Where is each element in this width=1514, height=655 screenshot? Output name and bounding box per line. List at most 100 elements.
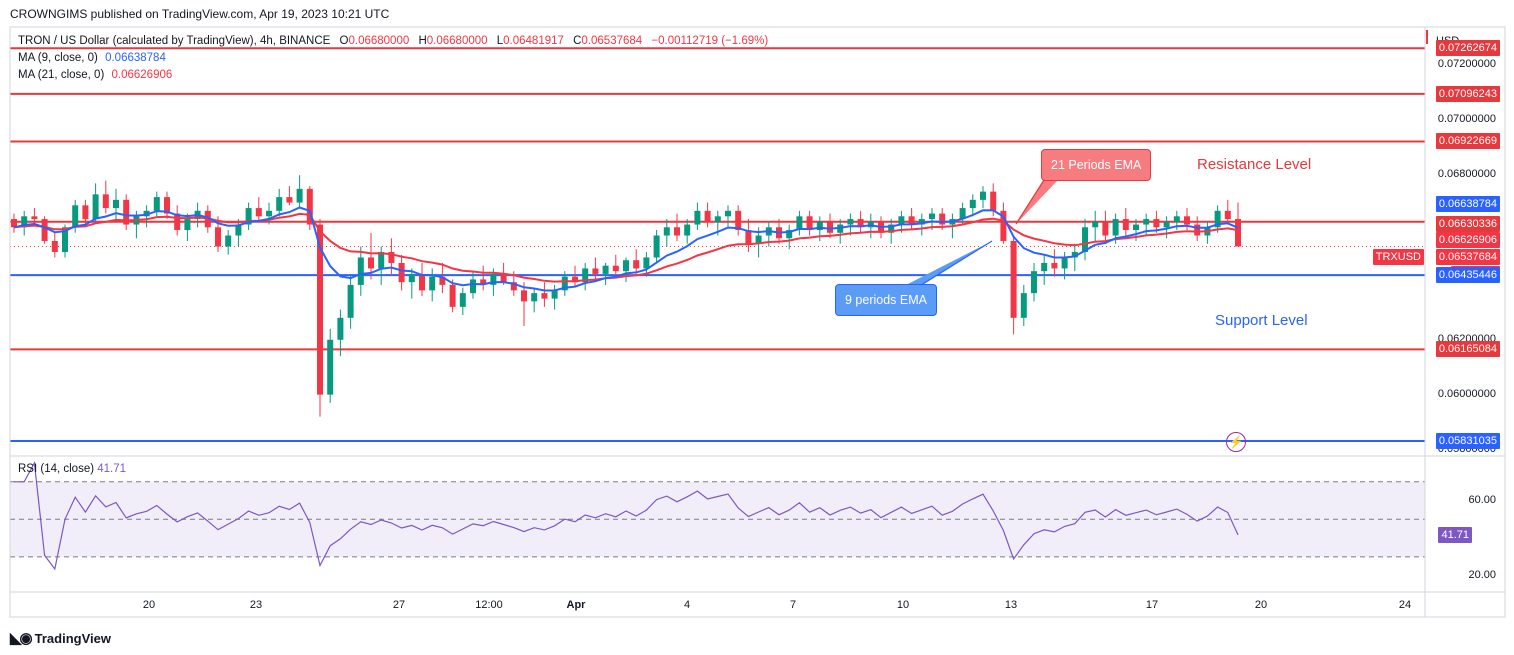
candle-body: [612, 265, 619, 272]
candle-body: [1010, 241, 1017, 318]
level-price-label: 0.05831035: [1435, 432, 1500, 449]
ma21-value: 0.06626906: [111, 69, 173, 81]
published-header: CROWNGIMS published on TradingView.com, …: [10, 7, 390, 21]
candle-body: [92, 194, 99, 220]
candle-body: [235, 224, 242, 236]
candle-body: [888, 224, 895, 233]
candle-body: [184, 219, 191, 231]
support-level-label: Support Level: [1215, 312, 1308, 329]
candle-body: [1000, 210, 1007, 241]
candle-body: [153, 197, 160, 211]
ema9-pointer: [902, 240, 993, 288]
candle-body: [41, 219, 48, 241]
candle-body: [510, 282, 517, 291]
candle-body: [990, 191, 997, 211]
candle-body: [1071, 251, 1078, 258]
candle-body: [561, 276, 568, 291]
candle-body: [164, 197, 170, 214]
ma21-price-label: 0.06626906: [1435, 231, 1500, 248]
y-tick-label: 0.06000000: [1437, 387, 1496, 400]
candle-body: [123, 199, 130, 225]
candle-body: [296, 188, 303, 203]
candle-body: [1235, 219, 1241, 247]
rsi-tick-label: 60.00: [1468, 493, 1496, 506]
candle-body: [1194, 224, 1201, 236]
open-label: O: [339, 35, 349, 47]
candle-body: [898, 216, 905, 225]
candle-body: [500, 273, 507, 283]
high-label: H: [418, 35, 427, 47]
candle-body: [470, 279, 476, 294]
symbol-title: TRON / US Dollar (calculated by TradingV…: [18, 35, 331, 47]
candle-body: [449, 284, 456, 307]
candle-body: [327, 339, 334, 395]
candle-body: [62, 227, 68, 252]
level-price-label: 0.06630336: [1435, 215, 1500, 232]
candle-body: [1092, 221, 1099, 228]
candle-body: [918, 219, 925, 225]
x-tick-label: 27: [392, 599, 406, 611]
candle-body: [306, 188, 313, 225]
x-tick-label: 23: [249, 599, 263, 611]
tv-logo-icon: ◣◉: [10, 630, 33, 647]
tv-brand-text: TradingView: [34, 630, 111, 646]
ema21-callout: 21 Periods EMA: [1041, 149, 1152, 181]
rsi-legend[interactable]: RSI (14, close) 41.71: [18, 463, 126, 475]
candle-body: [1082, 227, 1088, 252]
x-tick-label: 12:00: [475, 599, 503, 611]
candle-body: [1122, 219, 1129, 231]
ma9-legend[interactable]: MA (9, close, 0) 0.06638784: [18, 52, 166, 64]
candle-body: [755, 235, 762, 244]
candle-body: [21, 216, 28, 228]
level-price-label: 0.06165084: [1435, 341, 1500, 358]
ma21-line: [13, 212, 1239, 283]
ma9-label: MA (9, close, 0): [18, 52, 98, 64]
candle-body: [490, 273, 497, 285]
candle-body: [806, 216, 813, 231]
candle-body: [1173, 216, 1180, 222]
x-tick-label: 17: [1145, 599, 1159, 611]
candle-body: [215, 227, 221, 247]
candle-body: [847, 219, 854, 225]
y-tick-label: 0.06800000: [1437, 168, 1496, 181]
last-price-label: 0.06537684: [1435, 249, 1500, 266]
candle-body: [113, 199, 119, 209]
candle-body: [735, 210, 742, 231]
candle-body: [674, 227, 680, 236]
candle-body: [694, 210, 701, 225]
candle-body: [480, 279, 487, 285]
candle-body: [908, 216, 915, 225]
candle-body: [714, 216, 721, 222]
candle-body: [1051, 262, 1058, 269]
ma21-legend[interactable]: MA (21, close, 0) 0.06626906: [18, 69, 172, 81]
candle-body: [643, 257, 650, 269]
rsi-label: RSI (14, close): [18, 463, 95, 475]
ma9-price-label: 0.06638784: [1435, 196, 1500, 213]
level-price-label: 0.07096243: [1435, 85, 1500, 102]
candle-body: [255, 208, 262, 217]
candle-body: [969, 199, 976, 209]
candle-body: [1184, 216, 1190, 225]
candle-body: [592, 268, 599, 274]
candle-body: [11, 219, 17, 228]
candle-body: [378, 251, 385, 269]
tradingview-logo[interactable]: ◣◉ TradingView: [10, 629, 111, 647]
ema21-pointer: [1015, 179, 1058, 225]
candle-body: [1041, 262, 1048, 272]
candle-body: [368, 257, 374, 269]
lightning-icon[interactable]: ⚡: [1226, 432, 1246, 452]
candle-body: [1112, 219, 1119, 236]
candle-body: [174, 213, 181, 231]
candle-body: [551, 290, 558, 299]
candle-body: [1020, 293, 1027, 318]
symbol-price-tag[interactable]: TRXUSD: [1372, 249, 1424, 266]
candle-body: [388, 251, 395, 263]
candle-body: [245, 208, 252, 225]
candle-body: [663, 227, 670, 236]
ma9-line: [13, 206, 1239, 292]
chart-frame: [9, 26, 1506, 618]
candle-body: [653, 235, 660, 258]
candle-body: [51, 241, 58, 252]
high-value: 0.06680000: [426, 35, 488, 47]
